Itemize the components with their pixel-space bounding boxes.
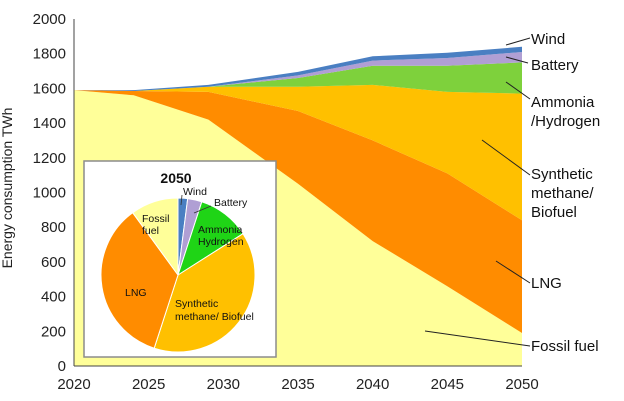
leader-line-fossil: [424, 330, 531, 347]
leader-line-wind: [505, 37, 531, 46]
pie-label-battery: Battery: [214, 197, 248, 209]
x-tick-label: 2050: [505, 376, 538, 393]
leader-line-battery: [505, 56, 529, 64]
pie-label-fossil: Fossil: [142, 213, 169, 225]
leader-line-ammonia: [505, 81, 531, 100]
pie-label-fuel: fuel: [142, 225, 159, 237]
area-wind: [74, 46, 522, 91]
series-label-lng: LNG: [531, 275, 562, 292]
x-tick-label: 2020: [57, 376, 90, 393]
x-tick-label: 2045: [431, 376, 464, 393]
area-lng: [74, 90, 522, 333]
y-tick-label: 1200: [33, 150, 66, 167]
y-tick-label: 1800: [33, 46, 66, 63]
series-label-ammonia: Ammonia: [531, 94, 595, 111]
y-tick-label: 1400: [33, 115, 66, 132]
y-axis: 0 200 400 600 800 1000 1200 1400 1600 1800 2000: [33, 11, 75, 375]
x-tick-label: 2035: [281, 376, 314, 393]
series-label-battery: Battery: [531, 57, 579, 74]
pie-slice-lng: [100, 212, 179, 349]
pie-title: 2050: [160, 170, 191, 186]
y-tick-label: 200: [41, 323, 66, 340]
y-tick-label: 400: [41, 289, 66, 306]
pie-label-ammonia: Ammonia: [198, 224, 243, 236]
pie-label-synthetic: Synthetic: [175, 298, 218, 310]
pie-label-lng: LNG: [125, 287, 147, 299]
leader-line-lng: [495, 260, 531, 284]
y-tick-label: 800: [41, 219, 66, 236]
pie-inset: 2050 Wind Battery Ammonia Hydrogen Synth…: [83, 160, 277, 358]
pie-label-hydrogen: Hydrogen: [198, 236, 244, 248]
pie-slice-synthetic-methane-biofuel: [153, 233, 256, 353]
y-axis-label: Energy consumption TWh: [0, 108, 15, 269]
x-axis: 2020 2025 2030 2035 2040 2045 2050: [57, 365, 539, 393]
y-tick-label: 0: [58, 358, 66, 375]
pie-leader-wind: [180, 194, 183, 206]
series-label-biofuel: Biofuel: [531, 204, 577, 221]
area-synthetic-methane-biofuel: [74, 84, 522, 221]
y-tick-label: 600: [41, 254, 66, 271]
series-label-hydrogen: /Hydrogen: [531, 113, 600, 130]
x-tick-label: 2030: [207, 376, 240, 393]
y-tick-label: 2000: [33, 11, 66, 28]
pie-slice-fossil-fuel: [132, 197, 179, 277]
series-label-wind: Wind: [531, 31, 565, 48]
series-label-methane: methane/: [531, 185, 594, 202]
pie-leader-battery: [193, 205, 212, 214]
x-tick-label: 2025: [132, 376, 165, 393]
x-tick-label: 2040: [356, 376, 389, 393]
pie-slices: [100, 197, 256, 353]
y-tick-label: 1600: [33, 80, 66, 97]
series-label-synthetic: Synthetic: [531, 166, 593, 183]
leader-line-synthetic: [481, 139, 531, 176]
pie-label-wind: Wind: [183, 186, 207, 198]
series-labels: Wind Battery Ammonia /Hydrogen Synthetic…: [424, 31, 600, 355]
y-tick-label: 1000: [33, 185, 66, 202]
pie-label-methane-biofuel: methane/ Biofuel: [175, 311, 254, 323]
area-battery: [74, 52, 522, 91]
series-label-fossil: Fossil fuel: [531, 338, 599, 355]
